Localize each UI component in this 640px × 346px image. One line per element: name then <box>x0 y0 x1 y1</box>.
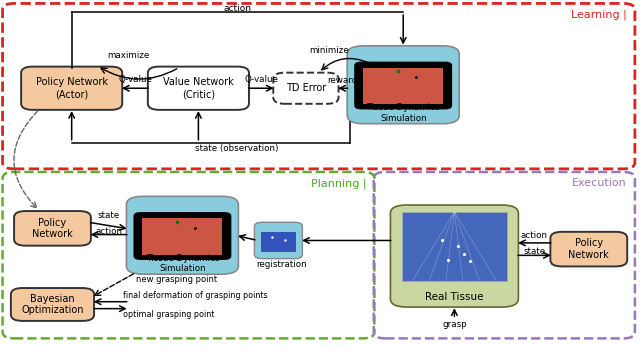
Text: optimal grasping point: optimal grasping point <box>123 310 214 319</box>
Text: Policy Network
(Actor): Policy Network (Actor) <box>36 78 108 99</box>
FancyBboxPatch shape <box>11 288 94 321</box>
Text: state: state <box>524 247 545 256</box>
FancyBboxPatch shape <box>550 232 627 266</box>
FancyBboxPatch shape <box>261 232 296 252</box>
Text: maximize: maximize <box>108 51 150 60</box>
Text: Tissue Dynamics
Simulation: Tissue Dynamics Simulation <box>145 254 220 273</box>
FancyBboxPatch shape <box>364 68 443 104</box>
Text: registration: registration <box>256 260 307 269</box>
Text: new grasping point: new grasping point <box>136 275 217 284</box>
FancyBboxPatch shape <box>355 62 452 109</box>
Text: Q-value: Q-value <box>118 75 152 84</box>
Text: action: action <box>223 4 252 13</box>
Text: final deformation of grasping points: final deformation of grasping points <box>123 291 268 300</box>
Text: Execution: Execution <box>572 178 627 188</box>
Text: TD Error: TD Error <box>286 83 326 93</box>
Text: action: action <box>521 231 548 240</box>
Text: Policy
Network: Policy Network <box>568 238 609 260</box>
Text: state (observation): state (observation) <box>195 144 278 154</box>
Text: Bayesian
Optimization: Bayesian Optimization <box>21 294 84 315</box>
Text: reward: reward <box>328 76 358 85</box>
FancyBboxPatch shape <box>143 218 222 255</box>
Text: state: state <box>97 211 120 220</box>
Text: Q-value: Q-value <box>244 75 278 84</box>
FancyBboxPatch shape <box>21 67 122 110</box>
FancyBboxPatch shape <box>390 205 518 307</box>
Text: grasp: grasp <box>442 320 467 329</box>
FancyBboxPatch shape <box>273 73 339 104</box>
Text: action: action <box>95 227 122 236</box>
FancyBboxPatch shape <box>254 222 302 259</box>
FancyBboxPatch shape <box>126 197 238 274</box>
Text: Value Network
(Critic): Value Network (Critic) <box>163 78 234 99</box>
Text: Planning |: Planning | <box>310 178 366 189</box>
FancyBboxPatch shape <box>148 67 249 110</box>
Text: Learning |: Learning | <box>571 10 627 20</box>
FancyBboxPatch shape <box>347 46 460 124</box>
Text: Policy
Network: Policy Network <box>32 218 73 239</box>
Text: Tissue Dynamics
Simulation: Tissue Dynamics Simulation <box>366 103 440 123</box>
FancyBboxPatch shape <box>402 212 507 281</box>
Text: Real Tissue: Real Tissue <box>425 292 484 302</box>
Text: minimize: minimize <box>309 46 349 55</box>
FancyBboxPatch shape <box>14 211 91 246</box>
FancyBboxPatch shape <box>134 213 231 260</box>
